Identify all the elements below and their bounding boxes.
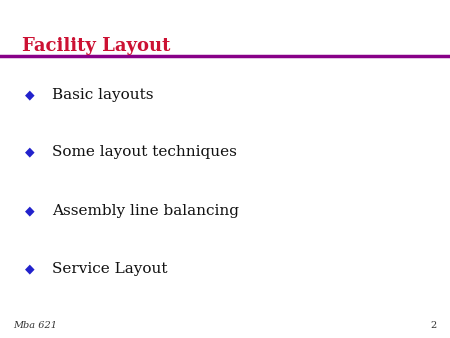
Text: Basic layouts: Basic layouts <box>52 88 153 102</box>
Text: Mba 621: Mba 621 <box>14 320 58 330</box>
Text: Assembly line balancing: Assembly line balancing <box>52 204 239 218</box>
Text: ◆: ◆ <box>25 146 34 159</box>
Text: ◆: ◆ <box>25 262 34 275</box>
Text: Facility Layout: Facility Layout <box>22 37 171 55</box>
Text: Service Layout: Service Layout <box>52 262 167 276</box>
Text: ◆: ◆ <box>25 88 34 101</box>
Text: 2: 2 <box>430 320 436 330</box>
Text: Some layout techniques: Some layout techniques <box>52 145 237 159</box>
Text: ◆: ◆ <box>25 205 34 218</box>
